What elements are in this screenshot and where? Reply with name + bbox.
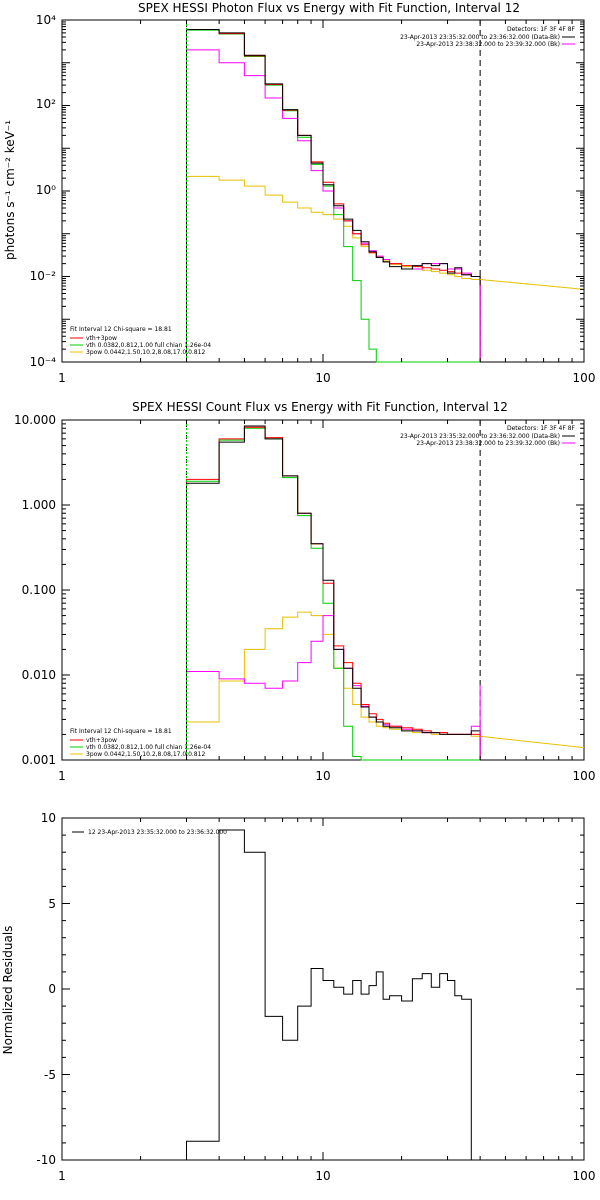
photon-y-tick-1e-2: 10⁻² [30, 269, 57, 283]
photon-power-law-extension [480, 279, 585, 290]
residuals-y-tick-10: 10 [41, 811, 56, 825]
photon-x-tick-1: 1 [58, 371, 66, 385]
count-y-tick-1-000: 1.000 [22, 498, 56, 512]
residuals-y-ticks: -10 -5 0 5 10 [36, 811, 56, 1167]
count-legend: Detectors: 1F 3F 4F 8F 23-Apr-2013 23:35… [400, 425, 575, 447]
photon-spectrum-marks [61, 19, 585, 363]
photon-x-tick-100: 100 [573, 371, 596, 385]
count-y-tick-10-000: 10.000 [14, 413, 56, 427]
photon-fit-line-3: vth 0.0382,0.812,1.00 full chian 1.26e-0… [86, 342, 211, 349]
count-x-tick-10: 10 [315, 769, 330, 783]
residuals-x-tick-100: 100 [573, 1169, 596, 1183]
count-y-tick-0-001: 0.001 [22, 753, 56, 767]
residuals-y-axis-label: Normalized Residuals [1, 926, 15, 1055]
residuals-legend-label: 12 23-Apr-2013 23:35:32.000 to 23:36:32.… [88, 829, 227, 836]
count-x-ticks: 1 10 100 [58, 769, 595, 783]
residuals-x-tick-1: 1 [58, 1169, 66, 1183]
photon-y-tick-1e0: 10⁰ [36, 183, 56, 197]
photon-x-tick-10: 10 [315, 371, 330, 385]
count-bk-interval-label: 23-Apr-2013 23:38:32.000 to 23:39:32.000… [416, 440, 560, 447]
resid-series-data [186, 829, 481, 1161]
count-y-ticks: 0.001 0.010 0.100 1.000 10.000 [14, 413, 56, 767]
residuals-y-tick-m10: -10 [36, 1153, 56, 1167]
photon-y-tick-1e4: 10⁴ [36, 13, 56, 27]
count-y-tick-0-010: 0.010 [22, 668, 56, 682]
count-series-data [186, 425, 481, 760]
count-data-interval-label: 23-Apr-2013 23:35:32.000 to 23:36:32.000… [400, 433, 560, 440]
photon-bk-interval-label: 23-Apr-2013 23:38:32.000 to 23:39:32.000… [416, 41, 560, 48]
residuals-marks [61, 817, 585, 1161]
residuals-y-tick-m5: -5 [44, 1068, 56, 1082]
photon-legend: Detectors: 1F 3F 4F 8F 23-Apr-2013 23:35… [400, 26, 575, 48]
photon-x-ticks: 1 10 100 [58, 371, 595, 385]
photon-fit-line-4: 3pow 0.0442,1.50,10.2,8.08,17.0,0.812 [86, 349, 205, 356]
count-fit-line-4: 3pow 0.0442,1.50,10.2,8.08,17.0,0.812 [86, 751, 205, 758]
photon-y-ticks: 10⁻⁴ 10⁻² 10⁰ 10² 10⁴ [30, 13, 57, 369]
count-spectrum-marks [61, 419, 585, 761]
photon-fit-block: Fit Interval 12 Chi-square = 18.81 vth+3… [70, 326, 211, 356]
count-panel-title: SPEX HESSI Count Flux vs Energy with Fit… [132, 400, 508, 414]
count-series-power_law [186, 611, 481, 760]
residuals-y-tick-5: 5 [48, 897, 56, 911]
count-fit-block: Fit Interval 12 Chi-square = 18.81 vth+3… [70, 728, 211, 758]
residuals-legend: 12 23-Apr-2013 23:35:32.000 to 23:36:32.… [72, 829, 227, 836]
photon-y-axis-label: photons s⁻¹ cm⁻² keV⁻¹ [3, 120, 17, 260]
count-detectors-label: Detectors: 1F 3F 4F 8F [507, 425, 576, 432]
count-x-tick-100: 100 [573, 769, 596, 783]
photon-y-tick-1e-4: 10⁻⁴ [30, 355, 57, 369]
residuals-panel: Normalized Residuals 1 10 100 -10 -5 0 5… [1, 811, 595, 1183]
photon-data-interval-label: 23-Apr-2013 23:35:32.000 to 23:36:32.000… [400, 34, 560, 41]
count-y-tick-0-100: 0.100 [22, 583, 56, 597]
count-fit-line-3: vth 0.0382,0.812,1.00 full chian 1.26e-0… [86, 744, 211, 751]
count-flux-panel: SPEX HESSI Count Flux vs Energy with Fit… [14, 400, 595, 783]
count-power-law-extension [480, 735, 585, 749]
photon-flux-panel: SPEX HESSI Photon Flux vs Energy with Fi… [3, 1, 595, 385]
photon-panel-title: SPEX HESSI Photon Flux vs Energy with Fi… [138, 1, 520, 15]
residuals-plot-frame [61, 817, 585, 1161]
photon-fit-line-2: vth+3pow [86, 335, 117, 342]
photon-series-data [186, 29, 481, 362]
count-x-tick-1: 1 [58, 769, 66, 783]
residuals-x-ticks: 1 10 100 [58, 1169, 595, 1183]
count-fit-line-2: vth+3pow [86, 737, 117, 744]
photon-detectors-label: Detectors: 1F 3F 4F 8F [507, 26, 576, 33]
residuals-y-tick-0: 0 [48, 982, 56, 996]
photon-y-tick-1e2: 10² [36, 97, 56, 111]
photon-fit-line-1: Fit Interval 12 Chi-square = 18.81 [70, 326, 172, 333]
count-fit-line-1: Fit Interval 12 Chi-square = 18.81 [70, 728, 172, 735]
residuals-x-tick-10: 10 [315, 1169, 330, 1183]
